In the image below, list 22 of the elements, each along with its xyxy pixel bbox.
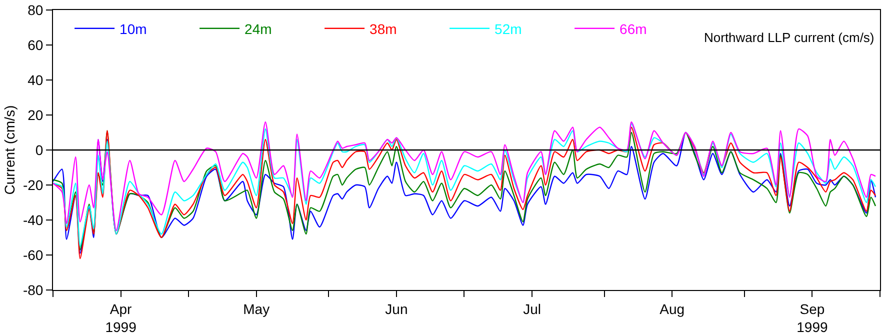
y-tick-label: 80 [28, 2, 44, 18]
y-axis-title: Current (cm/s) [2, 105, 18, 195]
x-tick-label: Jul [523, 300, 541, 317]
y-tick-label: -80 [22, 282, 44, 298]
y-tick-label: 0 [35, 142, 44, 158]
y-tick-label: -20 [22, 176, 44, 193]
y-tick-label: 40 [28, 72, 44, 88]
annotation: Northward LLP current (cm/s) [704, 30, 874, 45]
x-tick-label: Apr 1999 [105, 300, 137, 335]
y-tick-label: -40 [22, 212, 44, 228]
legend-label: 52m [494, 20, 522, 37]
y-tick-label: 20 [28, 106, 44, 123]
y-tick-label: 60 [28, 36, 44, 53]
legend-label: 24m [244, 20, 272, 37]
y-tick-label: -60 [22, 246, 44, 263]
x-tick-label: May [243, 300, 270, 317]
legend-label: 66m [620, 20, 647, 37]
x-tick-label: Sep 1999 [796, 300, 828, 335]
x-tick-label: Aug [660, 300, 685, 317]
legend-label: 38m [370, 20, 397, 37]
legend-label: 10m [120, 20, 147, 37]
x-tick-label: Jun [385, 300, 408, 317]
